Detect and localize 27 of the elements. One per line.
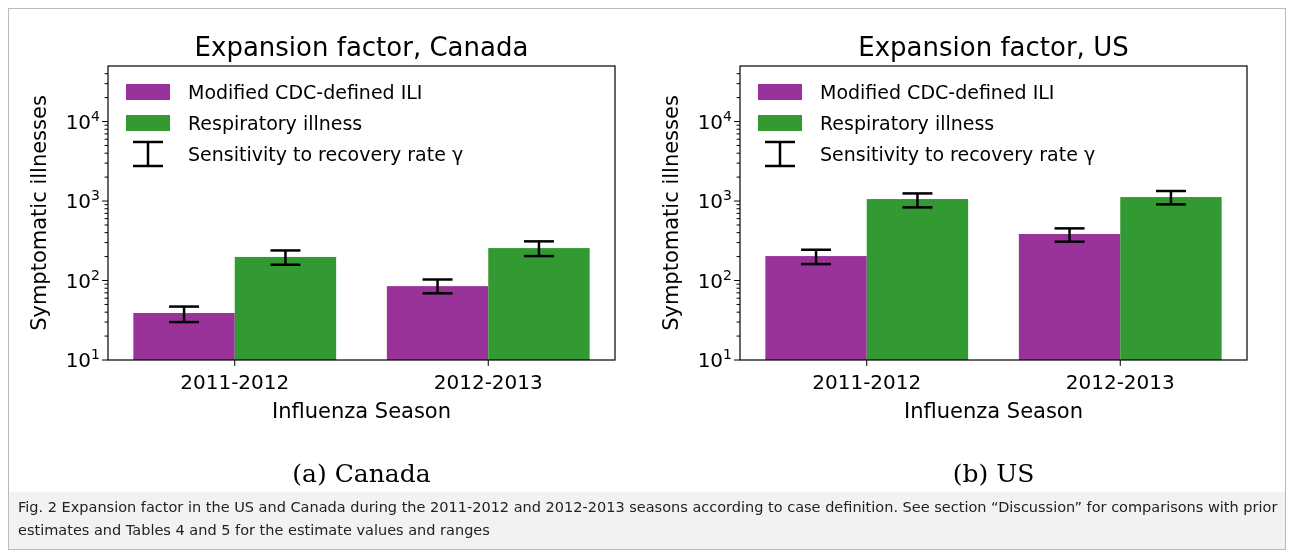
y-tick-label: 10$^{1}$ bbox=[697, 346, 732, 372]
chart-title: Expansion factor, Canada bbox=[194, 32, 529, 62]
legend-label: Respiratory illness bbox=[820, 111, 995, 134]
chart-title: Expansion factor, US bbox=[858, 32, 1129, 62]
legend-label: Respiratory illness bbox=[188, 111, 363, 134]
legend-label: Modified CDC-defined ILI bbox=[820, 80, 1055, 103]
x-axis-title: Influenza Season bbox=[903, 399, 1084, 423]
y-tick-label: 10$^{3}$ bbox=[697, 187, 732, 214]
y-axis-title: Symptomatic illnesses bbox=[27, 95, 51, 331]
caption: Fig. 2 Expansion factor in the US and Canada during the 2011-2012 and 2012-2013 seasons according to case definition. See section “Discussion” for comparisons with prior estimates and Tables 4 and 5 for the estimate values and ranges bbox=[18, 499, 1278, 538]
x-tick-label: 2012-2013 bbox=[1065, 370, 1175, 394]
y-tick-label: 10$^{4}$ bbox=[697, 107, 733, 134]
y-tick-label: 10$^{1}$ bbox=[65, 346, 100, 372]
legend-label: Modified CDC-defined ILI bbox=[188, 80, 423, 103]
y-axis-title: Symptomatic illnesses bbox=[659, 95, 683, 331]
text: (a) Canada bbox=[292, 459, 431, 488]
text: (b) US bbox=[952, 459, 1035, 488]
y-tick-label: 10$^{2}$ bbox=[65, 266, 100, 293]
y-tick-label: 10$^{4}$ bbox=[65, 107, 101, 134]
y-tick-label: 10$^{2}$ bbox=[697, 266, 732, 293]
x-tick-label: 2011-2012 bbox=[180, 370, 290, 394]
annotation: Sensitivity to recovery rate γ bbox=[188, 142, 464, 165]
x-axis-title: Influenza Season bbox=[271, 399, 452, 423]
y-tick-label: 10$^{3}$ bbox=[65, 187, 100, 214]
annotation: Sensitivity to recovery rate γ bbox=[820, 142, 1096, 165]
x-tick-label: 2012-2013 bbox=[433, 370, 543, 394]
x-tick-label: 2011-2012 bbox=[812, 370, 922, 394]
